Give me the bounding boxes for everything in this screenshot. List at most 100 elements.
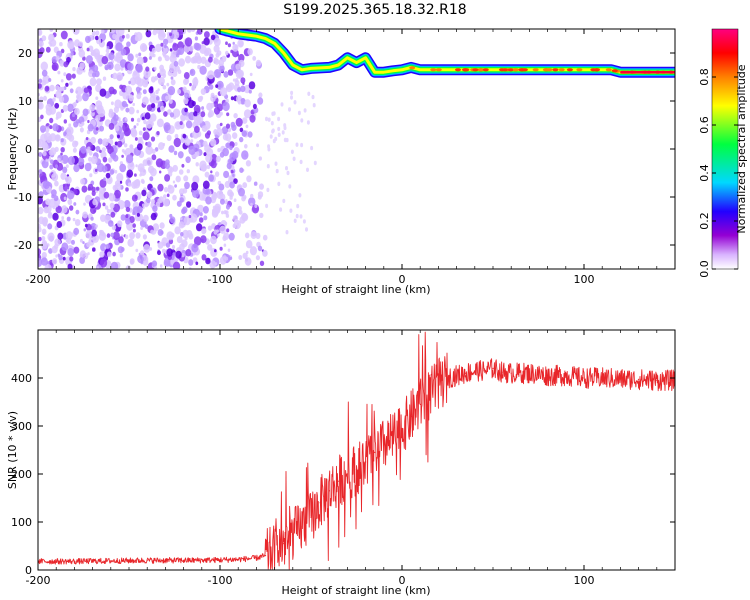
noise-blob — [157, 241, 164, 249]
noise-blob — [133, 70, 138, 76]
noise-blob — [215, 155, 221, 163]
noise-blob — [255, 59, 262, 67]
noise-blob — [38, 29, 43, 36]
snr-point — [656, 379, 658, 381]
noise-blob — [88, 150, 93, 156]
noise-blob — [191, 188, 200, 198]
snr-ticks: -200 -100 0 100 0 100 200 300 400 — [11, 330, 676, 587]
snr-point — [328, 490, 330, 492]
noise-blob — [60, 138, 64, 143]
noise-blob — [194, 125, 200, 133]
noise-blob — [184, 107, 189, 113]
tone-core — [430, 68, 437, 72]
noise-blob — [142, 131, 150, 141]
noise-blob — [102, 202, 106, 207]
noise-blob — [38, 196, 43, 205]
noise-blob — [166, 82, 170, 87]
noise-blob — [79, 250, 86, 258]
noise-blob — [140, 226, 144, 230]
noise-blob — [124, 117, 128, 121]
noise-blob — [102, 76, 107, 81]
noise-blob — [113, 106, 119, 113]
noise-blob — [55, 55, 60, 61]
noise-blob — [83, 202, 86, 206]
noise-blob — [145, 30, 152, 38]
noise-blob — [41, 35, 47, 42]
noise-blob — [83, 228, 87, 232]
noise-blob — [49, 164, 54, 170]
noise-blob — [219, 65, 225, 72]
noise-blob — [249, 246, 257, 256]
noise-blob — [60, 160, 64, 164]
noise-blob — [48, 211, 53, 217]
noise-blob — [103, 191, 110, 199]
noise-blob — [66, 132, 73, 140]
snr-point — [374, 451, 376, 453]
tone-core — [409, 66, 416, 70]
snr-x-tick-label: 0 — [399, 574, 406, 587]
noise-blob — [139, 168, 147, 177]
noise-blob — [180, 217, 183, 221]
noise-blob — [114, 189, 121, 199]
noise-blob — [190, 29, 196, 32]
noise-blob — [114, 169, 118, 174]
noise-blob — [151, 260, 158, 268]
noise-blob — [262, 249, 268, 257]
noise-blob — [242, 182, 248, 189]
noise-blob — [201, 228, 207, 235]
noise-blob — [193, 143, 200, 152]
noise-blob — [290, 90, 294, 96]
noise-blob — [229, 181, 235, 189]
noise-blob — [166, 193, 170, 198]
noise-blob — [135, 164, 138, 168]
noise-blob — [193, 236, 202, 246]
noise-blob — [38, 191, 44, 198]
noise-blob — [306, 120, 310, 125]
noise-blob — [270, 121, 274, 126]
noise-blob — [212, 30, 217, 36]
noise-blob — [238, 72, 242, 76]
noise-blob — [210, 235, 217, 245]
noise-blob — [62, 183, 66, 187]
noise-blob — [78, 49, 86, 58]
noise-blob — [215, 84, 219, 88]
noise-blob — [205, 47, 212, 56]
noise-blob — [214, 249, 217, 253]
noise-blob — [62, 104, 69, 112]
noise-blob — [186, 201, 192, 208]
noise-blob — [79, 127, 84, 133]
noise-blob — [128, 106, 135, 115]
noise-blob — [169, 112, 175, 118]
noise-blob — [90, 136, 96, 144]
noise-blob — [112, 89, 117, 95]
noise-blob — [77, 156, 85, 166]
noise-blob — [197, 96, 203, 103]
snr-y-tick-label: 400 — [11, 372, 32, 385]
noise-blob — [57, 70, 61, 75]
noise-blob — [289, 208, 293, 213]
noise-blob — [186, 29, 191, 33]
noise-blob — [219, 225, 227, 234]
noise-blob — [110, 232, 115, 238]
snr-point — [255, 557, 257, 559]
noise-blob — [79, 62, 85, 70]
noise-blob — [238, 187, 245, 197]
noise-blob — [227, 43, 231, 48]
noise-blob — [219, 122, 223, 127]
noise-blob — [194, 36, 198, 41]
noise-blob — [125, 85, 133, 95]
noise-blob — [45, 201, 48, 205]
snr-point — [237, 558, 239, 561]
noise-blob — [237, 100, 242, 105]
noise-blob — [53, 195, 59, 202]
noise-blob — [87, 252, 90, 256]
noise-blob — [167, 184, 172, 190]
noise-blob — [49, 117, 54, 124]
noise-blob — [252, 103, 257, 109]
noise-blob — [87, 146, 91, 151]
noise-blob — [227, 69, 234, 76]
noise-blob — [157, 183, 164, 192]
noise-blob — [38, 103, 43, 109]
snr-point — [301, 526, 303, 528]
